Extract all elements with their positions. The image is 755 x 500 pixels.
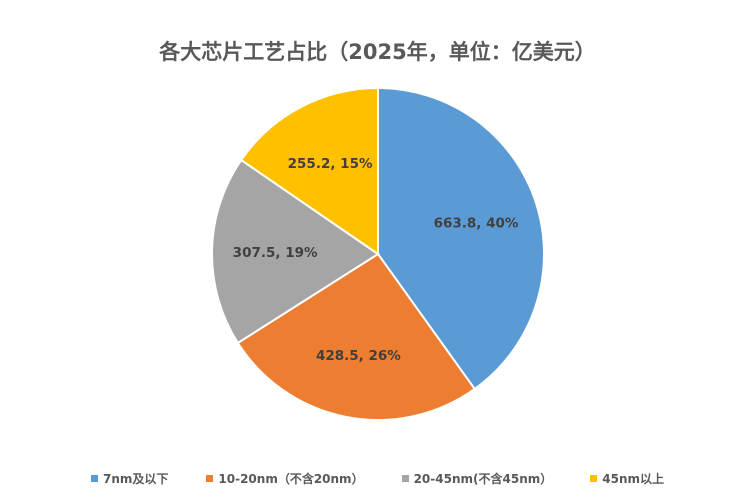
pie-slice-4 [239, 86, 379, 256]
legend-swatch [90, 475, 98, 482]
legend-label: 20-45nm(不含45nm） [413, 472, 553, 486]
pie-data-labels: 663.8, 40% 428.5, 26% 307.5, 19% 255.2, 15% [233, 156, 519, 364]
pie-slice-2 [236, 252, 477, 421]
data-label-4: 255.2, 15% [288, 156, 373, 172]
legend-item-2: 10-20nm（不含20nm） [206, 470, 364, 487]
pie-slices [211, 86, 545, 421]
legend-swatch [401, 475, 409, 482]
data-label-3: 307.5, 19% [233, 245, 318, 261]
legend-label: 7nm及以下 [102, 472, 169, 486]
legend-label: 45nm以上 [602, 472, 664, 486]
legend-label: 10-20nm（不含20nm） [218, 472, 364, 486]
legend-swatch [590, 475, 598, 482]
legend-swatch [206, 475, 214, 482]
data-label-1: 663.8, 40% [434, 216, 519, 232]
legend: 7nm及以下 10-20nm（不含20nm） 20-45nm(不含45nm） 45nm… [0, 470, 755, 487]
legend-item-4: 45nm以上 [590, 470, 664, 487]
legend-item-1: 7nm及以下 [90, 470, 169, 487]
chart-title: 各大芯片工艺占比（2025年，单位：亿美元） [159, 40, 596, 64]
pie-slice-3 [211, 158, 380, 345]
data-label-2: 428.5, 26% [316, 348, 401, 364]
pie-slice-1 [377, 86, 545, 391]
legend-item-3: 20-45nm(不含45nm） [401, 470, 553, 487]
